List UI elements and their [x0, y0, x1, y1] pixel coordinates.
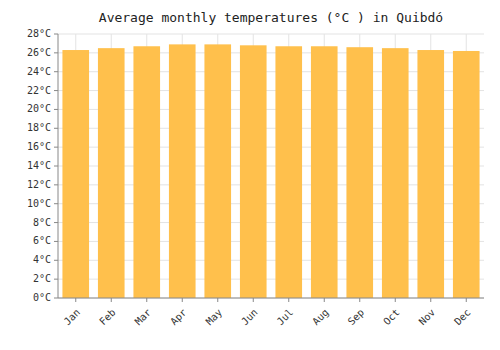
axes: 0°C 2°C 4°C 6°C 8°C 10°C 12°C 14°C 16°C 18°C 20°C 2…	[27, 28, 484, 327]
y-tick-label: 16°C	[27, 141, 51, 152]
y-tick-label: 20°C	[27, 103, 51, 114]
bar	[98, 48, 125, 298]
grid	[58, 34, 484, 298]
y-tick-label: 18°C	[27, 122, 51, 133]
x-tick	[288, 298, 289, 302]
y-tick-label: 8°C	[33, 217, 51, 228]
bar	[275, 46, 302, 298]
x-tick	[253, 298, 254, 302]
y-tick	[54, 52, 58, 53]
y-tick-label: 22°C	[27, 85, 51, 96]
bar	[62, 50, 89, 298]
y-tick	[54, 279, 58, 280]
bar	[382, 48, 409, 298]
y-tick-label: 10°C	[27, 198, 51, 209]
bars	[62, 44, 479, 298]
y-tick-label: 24°C	[27, 66, 51, 77]
bar	[204, 44, 231, 298]
grid-line-y	[58, 298, 484, 299]
y-tick	[54, 184, 58, 185]
x-tick-label: Jun	[239, 307, 260, 328]
chart: 0°C 2°C 4°C 6°C 8°C 10°C 12°C 14°C 16°C 18°C 20°C 2…	[0, 0, 500, 350]
x-tick-label: Oct	[381, 307, 402, 328]
y-tick-label: 0°C	[33, 292, 51, 303]
bar	[453, 51, 480, 298]
x-tick	[359, 298, 360, 302]
x-tick	[75, 298, 76, 302]
x-tick-label: Aug	[310, 307, 331, 328]
y-tick	[54, 298, 58, 299]
y-tick	[54, 109, 58, 110]
x-tick	[395, 298, 396, 302]
y-tick	[54, 147, 58, 148]
y-tick	[54, 71, 58, 72]
x-tick-label: Dec	[452, 307, 473, 328]
y-tick	[54, 128, 58, 129]
bar	[169, 44, 196, 298]
x-tick	[466, 298, 467, 302]
bar	[417, 50, 444, 298]
bar	[133, 46, 160, 298]
bar	[311, 46, 338, 298]
y-tick	[54, 260, 58, 261]
x-tick-label: Apr	[168, 307, 189, 328]
x-tick	[217, 298, 218, 302]
x-tick	[111, 298, 112, 302]
x-axis-line	[58, 298, 484, 299]
y-tick	[54, 203, 58, 204]
y-tick-label: 28°C	[27, 28, 51, 39]
y-tick-label: 14°C	[27, 160, 51, 171]
y-tick-label: 2°C	[33, 273, 51, 284]
x-tick	[430, 298, 431, 302]
grid-line-y	[58, 34, 484, 35]
y-tick	[54, 241, 58, 242]
title: Average monthly temperatures (°C ) in Qu…	[99, 10, 443, 25]
y-tick-label: 12°C	[27, 179, 51, 190]
y-tick-label: 26°C	[27, 47, 51, 58]
y-tick	[54, 222, 58, 223]
y-tick	[54, 90, 58, 91]
x-tick-label: May	[204, 307, 225, 328]
x-tick-label: Sep	[346, 307, 367, 328]
x-tick-label: Nov	[417, 307, 438, 328]
x-tick-label: Jan	[62, 307, 83, 328]
y-tick	[54, 34, 58, 35]
y-tick-label: 6°C	[33, 235, 51, 246]
background	[0, 0, 500, 350]
x-tick-label: Jul	[275, 307, 296, 328]
x-tick-label: Feb	[97, 307, 118, 328]
x-tick-label: Mar	[133, 307, 154, 328]
x-tick	[324, 298, 325, 302]
x-tick	[182, 298, 183, 302]
x-tick	[146, 298, 147, 302]
y-tick	[54, 166, 58, 167]
bar	[346, 47, 373, 298]
y-tick-label: 4°C	[33, 254, 51, 265]
bar	[240, 45, 267, 298]
